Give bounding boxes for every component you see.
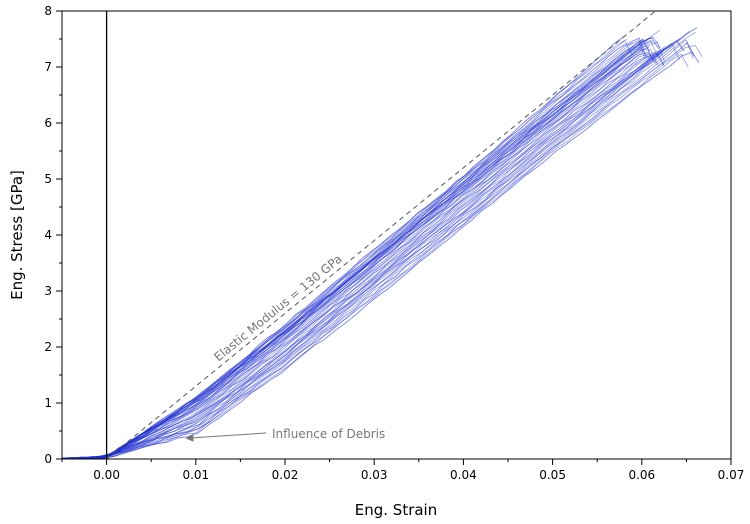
stress-strain-curve: [62, 50, 651, 459]
stress-strain-curve: [62, 31, 697, 459]
x-tick-label: 0.06: [628, 468, 655, 482]
x-tick-label: 0.01: [182, 468, 209, 482]
stress-strain-curve: [62, 39, 627, 459]
stress-strain-curve: [62, 39, 659, 459]
stress-strain-curve: [62, 44, 654, 459]
stress-strain-curve: [62, 38, 681, 459]
stress-strain-curve: [62, 36, 661, 459]
stress-strain-curve: [62, 53, 689, 459]
stress-strain-curve: [62, 52, 665, 459]
stress-strain-curve: [62, 48, 665, 459]
x-axis-ticks: 0.00 0.01 0.02 0.03 0.04 0.05 0.06 0.07: [61, 459, 745, 482]
stress-strain-curve: [62, 39, 694, 459]
curve-group: [62, 27, 703, 459]
y-tick-label: 2: [44, 340, 52, 354]
y-tick-label: 4: [44, 228, 52, 242]
x-tick-label: 0.00: [93, 468, 120, 482]
stress-strain-curve: [62, 37, 647, 459]
x-tick-label: 0.07: [718, 468, 745, 482]
y-tick-label: 3: [44, 284, 52, 298]
x-tick-label: 0.04: [450, 468, 477, 482]
x-tick-label: 0.03: [361, 468, 388, 482]
y-tick-label: 5: [44, 172, 52, 186]
stress-strain-curve: [62, 36, 625, 459]
stress-strain-curve: [62, 45, 703, 459]
stress-strain-curve: [62, 45, 667, 459]
y-axis-ticks: 0 1 2 3 4 5 6 7 8: [44, 4, 62, 466]
y-tick-label: 0: [44, 452, 52, 466]
stress-strain-curve: [62, 51, 700, 459]
x-tick-label: 0.02: [272, 468, 299, 482]
y-tick-label: 8: [44, 4, 52, 18]
stress-strain-curve: [62, 52, 665, 459]
stress-strain-curve: [62, 40, 653, 459]
debris-arrow: [185, 432, 267, 442]
y-tick-label: 1: [44, 396, 52, 410]
stress-strain-curve: [62, 44, 680, 459]
elastic-modulus-reference-line: [106, 10, 656, 460]
stress-strain-curve: [62, 30, 691, 459]
stress-strain-curve: [62, 38, 644, 459]
stress-strain-curve: [62, 40, 685, 459]
x-axis-title: Eng. Strain: [355, 501, 437, 519]
y-tick-label: 6: [44, 116, 52, 130]
debris-annotation: Influence of Debris: [272, 427, 385, 441]
y-axis-title: Eng. Stress [GPa]: [8, 170, 26, 300]
x-tick-label: 0.05: [539, 468, 566, 482]
stress-strain-curve: [62, 43, 673, 459]
stress-strain-curve: [62, 41, 695, 459]
y-tick-label: 7: [44, 60, 52, 74]
